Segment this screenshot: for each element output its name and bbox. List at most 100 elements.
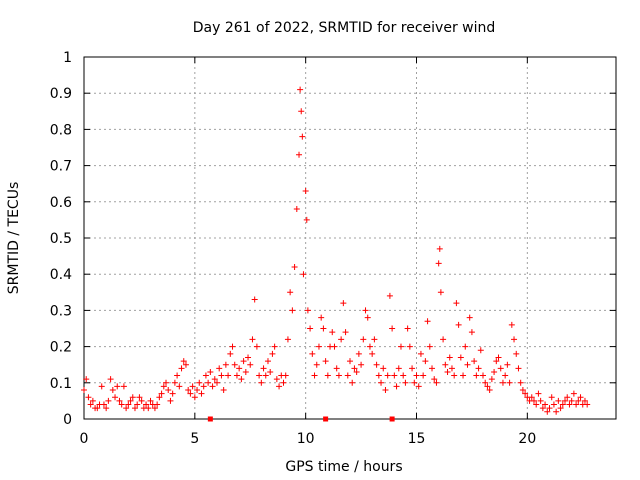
data-point: [311, 372, 318, 379]
data-point: [296, 151, 303, 158]
data-point: [169, 390, 176, 397]
data-point: [180, 358, 187, 365]
data-point: [151, 405, 158, 412]
data-point: [284, 336, 291, 343]
data-point: [320, 325, 327, 332]
data-point: [196, 379, 203, 386]
data-point: [504, 361, 511, 368]
data-point: [276, 383, 283, 390]
data-point: [123, 405, 130, 412]
data-point: [457, 354, 464, 361]
data-point: [154, 401, 161, 408]
data-point: [256, 372, 263, 379]
data-point: [453, 300, 460, 307]
data-point: [491, 368, 498, 375]
data-point: [231, 361, 238, 368]
data-point: [338, 336, 345, 343]
data-point: [378, 379, 385, 386]
data-point: [143, 401, 150, 408]
data-point: [400, 372, 407, 379]
data-point: [309, 350, 316, 357]
data-point: [300, 271, 307, 278]
data-point: [455, 321, 462, 328]
data-point: [134, 401, 141, 408]
y-tick-label: 0.3: [50, 303, 72, 319]
data-point: [187, 390, 194, 397]
data-point: [112, 394, 119, 401]
data-point: [539, 405, 546, 412]
y-tick-label: 0.5: [50, 231, 72, 247]
data-point: [200, 383, 207, 390]
data-point: [440, 336, 447, 343]
data-point: [198, 390, 205, 397]
data-point: [209, 383, 216, 390]
data-point: [264, 358, 271, 365]
data-point: [81, 387, 87, 394]
data-point: [546, 405, 553, 412]
data-point: [347, 358, 353, 365]
data-point: [442, 361, 449, 368]
data-point: [471, 358, 478, 365]
data-point: [369, 350, 376, 357]
data-point: [116, 397, 123, 404]
data-point: [260, 365, 267, 372]
data-point: [313, 361, 320, 368]
data-point: [299, 133, 306, 140]
data-point: [287, 289, 294, 296]
data-point: [495, 354, 502, 361]
data-point: [109, 387, 116, 394]
data-point: [519, 387, 526, 394]
data-point: [129, 394, 136, 401]
data-point: [493, 358, 500, 365]
data-point: [535, 390, 542, 397]
data-point: [304, 307, 311, 314]
data-point: [94, 405, 101, 412]
data-point: [499, 379, 506, 386]
data-point: [216, 365, 223, 372]
data-point: [315, 343, 322, 350]
data-point: [448, 365, 455, 372]
data-point: [131, 405, 138, 412]
data-point: [502, 372, 509, 379]
data-point: [420, 372, 427, 379]
data-point: [242, 368, 249, 375]
data-point: [402, 379, 409, 386]
data-point: [89, 397, 96, 404]
data-point: [522, 390, 529, 397]
data-point: [411, 379, 418, 386]
y-tick-label: 0: [63, 412, 72, 428]
data-point: [435, 260, 442, 267]
data-point: [163, 379, 170, 386]
x-tick-label: 15: [408, 431, 426, 447]
data-point: [145, 405, 152, 412]
data-point: [384, 372, 391, 379]
data-point: [366, 343, 373, 350]
y-axis-label: SRMTID / TECUs: [6, 182, 22, 295]
data-point: [103, 405, 110, 412]
data-point: [258, 379, 265, 386]
data-point: [349, 379, 356, 386]
data-point: [508, 321, 515, 328]
data-point: [415, 383, 422, 390]
data-point: [413, 372, 420, 379]
data-point: [530, 397, 537, 404]
data-point: [466, 314, 473, 321]
data-point: [555, 397, 562, 404]
data-point: [297, 86, 304, 93]
data-point: [397, 343, 404, 350]
gap-marker: [323, 416, 329, 422]
data-point: [382, 387, 389, 394]
data-point: [517, 379, 524, 386]
data-point: [233, 372, 240, 379]
x-tick-label: 0: [80, 431, 89, 447]
data-point: [429, 365, 436, 372]
data-point: [229, 343, 236, 350]
data-point: [171, 379, 178, 386]
data-point: [344, 372, 351, 379]
data-point: [562, 397, 569, 404]
data-point: [227, 350, 234, 357]
data-point: [406, 343, 413, 350]
data-point: [298, 108, 305, 115]
data-point: [446, 354, 453, 361]
